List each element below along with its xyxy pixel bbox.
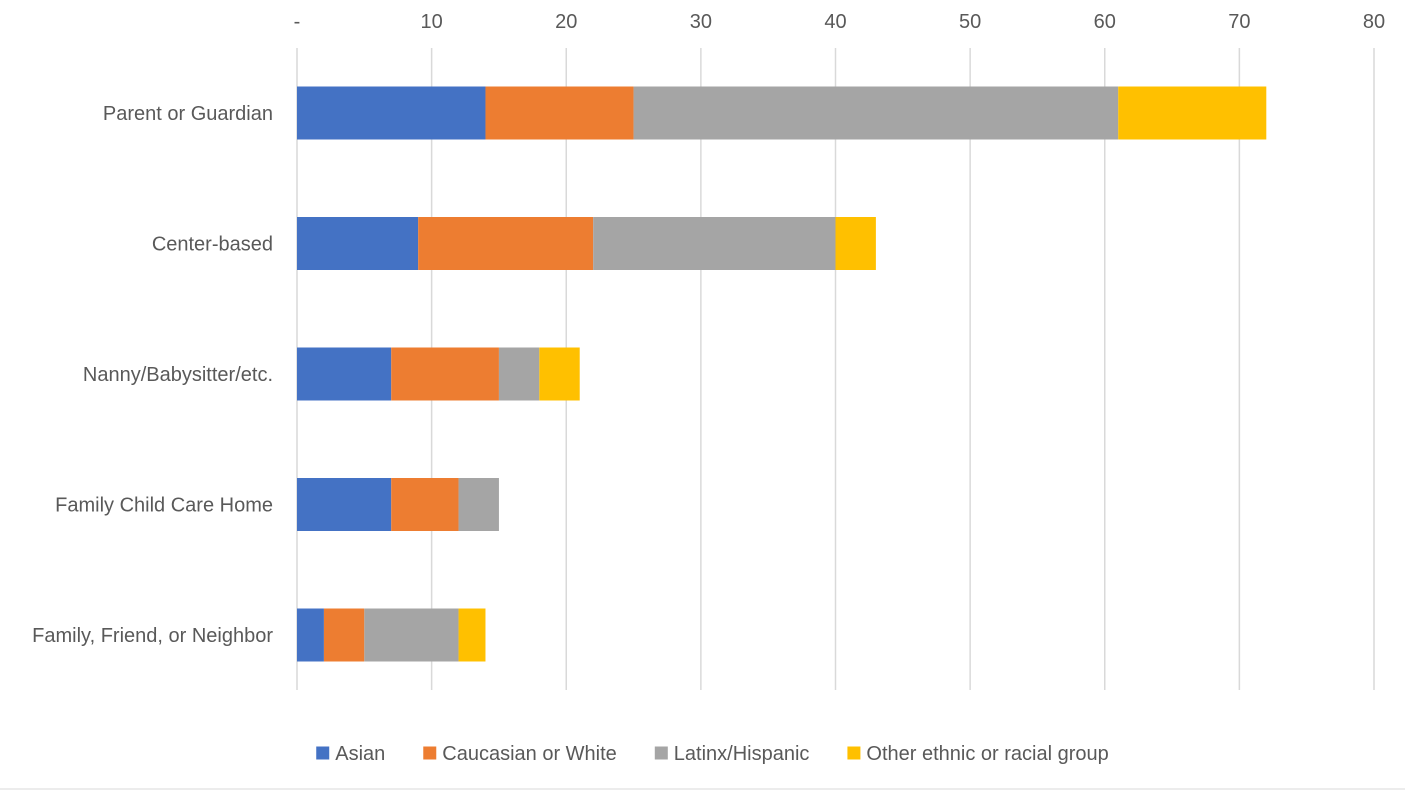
category-label-nanny-babysitter-etc: Nanny/Babysitter/etc. bbox=[83, 364, 273, 386]
bar-center-based-asian bbox=[297, 217, 419, 270]
x-tick-label-50: 50 bbox=[959, 11, 981, 33]
bar-parent-or-guardian-other-ethnic-or-racial-group bbox=[1118, 86, 1267, 140]
legend-item-asian: Asian bbox=[316, 743, 385, 765]
legend-swatch-caucasian-or-white bbox=[423, 746, 437, 760]
x-tick-label-10: 10 bbox=[421, 11, 443, 33]
bar-family-friend-or-neighbor-other-ethnic-or-racial-group bbox=[458, 608, 486, 662]
legend-label-asian: Asian bbox=[335, 743, 385, 765]
category-label-center-based: Center-based bbox=[152, 234, 273, 256]
legend-item-other-ethnic-or-racial-group: Other ethnic or racial group bbox=[847, 743, 1109, 765]
bar-nanny-babysitter-etc-other-ethnic-or-racial-group bbox=[539, 347, 580, 401]
legend-swatch-latinx-hispanic bbox=[654, 746, 668, 760]
bar-parent-or-guardian-caucasian-or-white bbox=[485, 86, 634, 140]
x-tick-label-40: 40 bbox=[824, 11, 846, 33]
bar-family-child-care-home-caucasian-or-white bbox=[391, 478, 459, 531]
x-tick-label-60: 60 bbox=[1094, 11, 1116, 33]
bar-family-friend-or-neighbor-asian bbox=[297, 608, 324, 662]
bar-parent-or-guardian-asian bbox=[297, 86, 486, 140]
x-tick-label-30: 30 bbox=[690, 11, 712, 33]
category-labels: Parent or Guardian Center-based Nanny/Baby… bbox=[32, 103, 273, 647]
legend-label-other-ethnic-or-racial-group: Other ethnic or racial group bbox=[866, 743, 1108, 765]
bar-center-based-latinx-hispanic bbox=[593, 217, 836, 270]
legend-swatch-asian bbox=[316, 746, 330, 760]
x-tick-label-20: 20 bbox=[555, 11, 577, 33]
legend: Asian Caucasian or White Latinx/Hispanic Ot… bbox=[316, 743, 1109, 765]
legend-item-caucasian-or-white: Caucasian or White bbox=[423, 743, 617, 765]
legend-swatch-other-ethnic-or-racial-group bbox=[847, 746, 861, 760]
legend-label-latinx-hispanic: Latinx/Hispanic bbox=[674, 743, 810, 765]
x-tick-label-80: 80 bbox=[1363, 11, 1385, 33]
bar-family-child-care-home-asian bbox=[297, 478, 392, 531]
category-label-parent-or-guardian: Parent or Guardian bbox=[103, 103, 273, 125]
category-label-family-child-care-home: Family Child Care Home bbox=[55, 495, 273, 517]
bar-center-based-caucasian-or-white bbox=[418, 217, 594, 270]
bar-family-friend-or-neighbor-caucasian-or-white bbox=[323, 608, 365, 662]
bar-nanny-babysitter-etc-caucasian-or-white bbox=[391, 347, 499, 401]
bar-parent-or-guardian-latinx-hispanic bbox=[633, 86, 1119, 140]
bar-nanny-babysitter-etc-asian bbox=[297, 347, 392, 401]
bar-family-child-care-home-latinx-hispanic bbox=[458, 478, 499, 531]
bars bbox=[297, 86, 1267, 662]
x-axis-tick-labels: - 10 20 30 40 50 60 70 80 bbox=[294, 11, 1385, 33]
category-label-family-friend-or-neighbor: Family, Friend, or Neighbor bbox=[32, 625, 273, 647]
bar-nanny-babysitter-etc-latinx-hispanic bbox=[498, 347, 540, 401]
gridlines bbox=[296, 48, 1375, 690]
x-tick-label-0: - bbox=[294, 11, 301, 33]
bar-center-based-other-ethnic-or-racial-group bbox=[835, 217, 876, 270]
x-tick-label-70: 70 bbox=[1228, 11, 1250, 33]
bar-family-friend-or-neighbor-latinx-hispanic bbox=[364, 608, 459, 662]
legend-label-caucasian-or-white: Caucasian or White bbox=[442, 743, 617, 765]
legend-item-latinx-hispanic: Latinx/Hispanic bbox=[654, 743, 810, 765]
